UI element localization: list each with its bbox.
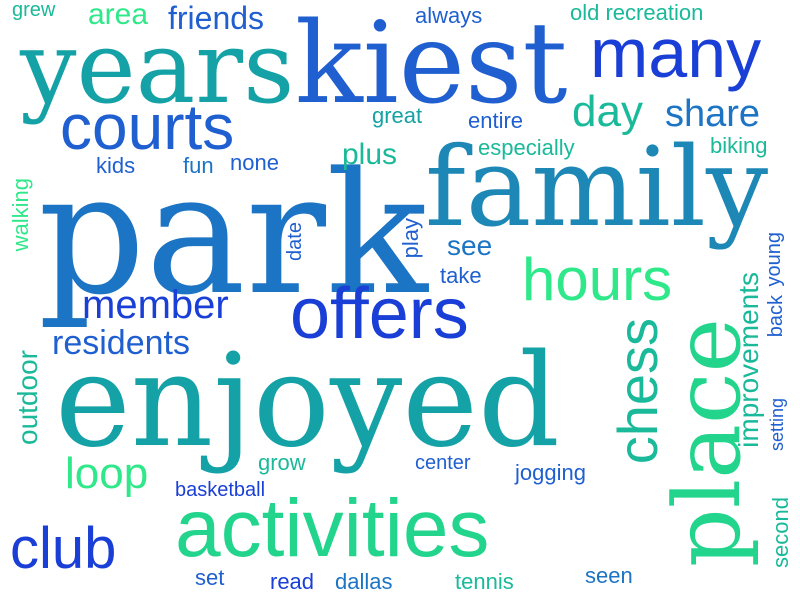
word-day: day xyxy=(572,87,643,136)
word-family: family xyxy=(425,123,769,251)
word-tennis: tennis xyxy=(455,569,514,594)
word-center: center xyxy=(415,452,471,474)
word-basketball: basketball xyxy=(175,479,266,501)
word-grow: grow xyxy=(258,450,306,475)
word-especially: especially xyxy=(478,135,575,160)
word-outdoor: outdoor xyxy=(12,350,43,445)
word-dallas: dallas xyxy=(335,569,393,594)
word-share: share xyxy=(665,93,761,135)
word-read: read xyxy=(270,569,315,594)
word-friends: friends xyxy=(168,0,265,36)
word-entire: entire xyxy=(468,108,524,133)
word-kiest: kiest xyxy=(295,0,568,129)
word-many: many xyxy=(590,14,762,92)
word-plus: plus xyxy=(342,138,398,171)
word-park: park xyxy=(38,136,428,332)
word-setting: setting xyxy=(767,398,787,452)
word-residents: residents xyxy=(52,324,190,362)
word-seen: seen xyxy=(585,563,633,588)
word-set: set xyxy=(195,565,225,590)
word-date: date xyxy=(284,222,306,261)
word-back: back xyxy=(765,295,787,338)
word-club: club xyxy=(10,516,117,581)
word-courts: courts xyxy=(60,91,235,163)
word-fun: fun xyxy=(183,153,214,178)
word-second: second xyxy=(768,497,793,568)
word-activities: activities xyxy=(175,483,490,574)
word-improvements: improvements xyxy=(733,272,764,448)
word-area: area xyxy=(88,0,149,31)
word-hours: hours xyxy=(522,246,673,313)
word-play: play xyxy=(398,218,423,259)
word-jogging: jogging xyxy=(515,460,586,485)
word-loop: loop xyxy=(65,449,149,498)
word-walking: walking xyxy=(8,178,33,252)
word-great: great xyxy=(372,103,423,128)
word-member: member xyxy=(82,283,229,327)
word-always: always xyxy=(415,3,483,28)
word-biking: biking xyxy=(710,133,768,158)
word-young: young xyxy=(763,232,785,287)
word-take: take xyxy=(440,263,482,288)
word-years: years xyxy=(20,9,295,126)
word-old-recreation: old recreation xyxy=(570,0,704,25)
word-enjoyed: enjoyed xyxy=(55,327,560,476)
word-offers: offers xyxy=(290,274,469,354)
word-none: none xyxy=(230,150,279,175)
word-grew: grew xyxy=(12,0,56,21)
word-chess: chess xyxy=(606,318,669,465)
word-kids: kids xyxy=(96,153,136,178)
word-see: see xyxy=(447,230,493,261)
